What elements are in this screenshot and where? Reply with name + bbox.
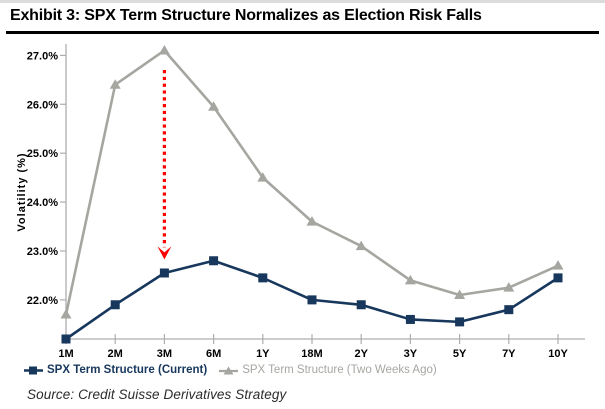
triangle-marker [257,172,269,182]
x-tick-label: 10Y [548,348,568,360]
screenshot-edge-strip [0,0,605,3]
y-axis-title: Volatility (%) [16,152,28,231]
chart-legend: SPX Term Structure (Current) SPX Term St… [24,364,437,376]
triangle-marker [503,282,515,292]
y-tick-label: 27.0% [27,50,58,62]
term-structure-chart: 22.0% 23.0% 24.0% 25.0% 26.0% 27.0% 1M 2M 3M 6M 1Y… [16,44,585,360]
y-tick-label: 23.0% [27,246,58,258]
triangle-marker [552,260,564,270]
source-note: Source: Credit Suisse Derivatives Strate… [27,387,287,402]
x-tick-label: 18M [301,348,322,360]
prior-series-marker-icon [219,366,239,374]
square-marker [307,295,317,305]
x-tick-label: 6M [206,348,221,360]
series-line-triangle [64,49,559,315]
x-tick-label: 3Y [404,348,418,360]
y-tick-label: 22.0% [27,295,58,307]
square-marker [356,300,366,310]
square-marker [61,334,71,344]
y-tick-label: 25.0% [27,148,58,160]
legend-label-current: SPX Term Structure (Current) [47,364,208,376]
chart-title: Exhibit 3: SPX Term Structure Normalizes… [10,7,482,24]
triangle-marker [158,44,170,55]
square-marker [159,268,169,278]
square-marker [553,273,563,283]
current-series-marker-icon [24,366,43,374]
x-tick-label: 1M [58,348,73,360]
triangle-marker [306,216,318,226]
square-marker [110,300,120,310]
x-tick-label: 2Y [354,348,368,360]
triangle-marker [109,79,121,89]
x-tick-label: 7Y [502,348,516,360]
legend-item-current: SPX Term Structure (Current) [24,364,207,376]
x-tick-label: 1Y [256,348,270,360]
triangle-marker [404,274,416,285]
legend-label-two-weeks-ago: SPX Term Structure (Two Weeks Ago) [242,364,437,376]
square-marker [504,305,514,315]
square-marker [405,314,415,324]
x-tick-label: 2M [108,348,123,360]
legend-item-two-weeks-ago: SPX Term Structure (Two Weeks Ago) [219,364,437,376]
triangle-marker [60,309,72,319]
triangle-marker [355,240,367,251]
annotation-arrow-head [157,246,172,260]
title-underline [6,31,599,34]
triangle-marker [208,101,220,111]
square-marker [258,273,268,283]
square-marker [209,256,219,266]
triangle-marker [454,289,466,299]
y-tick-label: 24.0% [27,197,58,209]
x-tick-label: 3M [157,348,172,360]
square-marker [455,317,465,327]
x-tick-label: 5Y [453,348,467,360]
y-tick-label: 26.0% [27,99,58,111]
